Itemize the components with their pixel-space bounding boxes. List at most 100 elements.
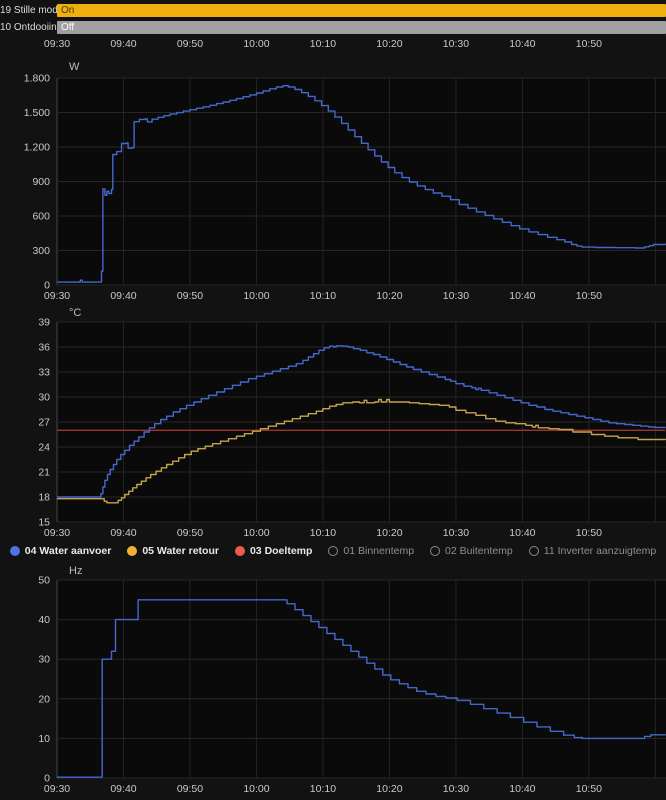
- time-tick-label: 10:20: [376, 38, 403, 50]
- time-tick-label: 09:50: [176, 38, 204, 50]
- x-tick-label: 09:40: [110, 290, 136, 302]
- legend-item-02-buitentemp[interactable]: 02 Buitentemp: [430, 545, 513, 557]
- x-tick-label: 09:30: [44, 527, 70, 539]
- y-tick-label: 33: [38, 367, 50, 379]
- x-tick-label: 10:30: [443, 527, 469, 539]
- y-tick-label: 600: [32, 211, 50, 223]
- time-tick-label: 10:10: [309, 38, 337, 50]
- y-tick-label: 15: [38, 517, 50, 529]
- series-water-aanvoer: [57, 345, 666, 498]
- series-frequency: [57, 599, 666, 778]
- x-tick-label: 10:10: [310, 290, 336, 302]
- legend-label: 11 Inverter aanzuigtemp: [543, 545, 657, 557]
- legend-label: 02 Buitentemp: [445, 545, 513, 557]
- x-tick-label: 09:50: [177, 783, 203, 795]
- y-tick-label: 1.500: [24, 107, 50, 119]
- x-tick-label: 09:50: [177, 290, 203, 302]
- time-tick-label: 10:50: [575, 38, 603, 50]
- x-tick-label: 10:00: [243, 527, 269, 539]
- x-tick-label: 10:10: [310, 527, 336, 539]
- y-tick-label: 27: [38, 417, 50, 429]
- chart-legend: 04 Water aanvoer 05 Water retour 03 Doelte…: [0, 540, 666, 562]
- series-dot-icon: [9, 546, 20, 556]
- series-dot-icon: [234, 546, 245, 556]
- x-tick-label: 09:40: [110, 783, 136, 795]
- x-tick-label: 10:50: [576, 527, 602, 539]
- status-bar-stille-mode[interactable]: On: [57, 4, 666, 17]
- y-tick-label: 10: [38, 733, 50, 745]
- y-tick-label: 36: [38, 342, 50, 354]
- x-tick-label: 10:30: [443, 290, 469, 302]
- y-tick-label: 21: [38, 467, 50, 479]
- legend-item-04-water-aanvoer[interactable]: 04 Water aanvoer: [9, 545, 112, 557]
- x-tick-label: 10:50: [576, 290, 602, 302]
- x-tick-label: 09:30: [44, 290, 70, 302]
- time-tick-label: 10:00: [243, 38, 270, 50]
- x-tick-label: 10:20: [376, 290, 402, 302]
- series-power: [57, 85, 666, 283]
- time-tick-label: 09:40: [110, 38, 137, 50]
- series-water-retour: [57, 398, 666, 504]
- series-hollow-dot-icon: [328, 546, 339, 556]
- y-tick-label: 30: [38, 392, 50, 404]
- time-tick-label: 09:30: [43, 38, 71, 50]
- axis-unit-label: Hz: [69, 565, 82, 577]
- y-tick-label: 18: [38, 492, 50, 504]
- x-tick-label: 10:40: [509, 783, 535, 795]
- legend-item-03-doeltemp[interactable]: 03 Doeltemp: [234, 545, 313, 557]
- legend-label: 05 Water retour: [142, 545, 219, 557]
- legend-item-01-binnentemp[interactable]: 01 Binnentemp: [328, 545, 414, 557]
- time-tick-label: 10:30: [442, 38, 470, 50]
- y-tick-label: 300: [32, 245, 50, 257]
- frequency-chart[interactable]: 50 40 30 20 10 0 09:30 09:40 09:50 10:00 10:10 10:2…: [0, 562, 666, 800]
- y-tick-label: 30: [38, 654, 50, 666]
- status-row-stille-mode: 19 Stille mode On: [0, 4, 666, 17]
- series-dot-icon: [127, 546, 138, 556]
- x-tick-label: 10:40: [509, 290, 535, 302]
- x-tick-label: 10:30: [443, 783, 469, 795]
- x-tick-label: 10:20: [376, 783, 402, 795]
- status-state-ontdooiing: Off: [61, 22, 75, 33]
- legend-item-05-water-retour[interactable]: 05 Water retour: [127, 545, 219, 557]
- x-tick-label: 10:40: [509, 527, 535, 539]
- status-label-stille-mode: 19 Stille mode: [0, 5, 64, 16]
- x-tick-label: 10:00: [243, 290, 269, 302]
- status-bar-ontdooiing[interactable]: Off: [57, 21, 666, 34]
- power-chart-canvas[interactable]: 1.800 1.500 1.200 900 600 300 009:30 09:40 09:50…: [0, 58, 666, 304]
- legend-label: 04 Water aanvoer: [24, 545, 112, 557]
- x-tick-label: 09:40: [110, 527, 136, 539]
- y-tick-label: 40: [38, 614, 50, 626]
- y-tick-label: 24: [38, 442, 50, 454]
- x-tick-label: 10:50: [576, 783, 602, 795]
- status-label-ontdooiing: 10 Ontdooiing: [0, 22, 63, 33]
- power-chart[interactable]: 1.800 1.500 1.200 900 600 300 0 09:30 09:40 09:50…: [0, 58, 666, 304]
- y-tick-label: 900: [32, 176, 50, 188]
- series-hollow-dot-icon: [430, 546, 441, 556]
- y-tick-label: 39: [38, 317, 50, 329]
- plot-background: [57, 580, 666, 778]
- x-tick-label: 10:00: [243, 783, 269, 795]
- time-tick-label: 10:40: [509, 38, 536, 50]
- axis-unit-label: W: [69, 61, 80, 73]
- y-tick-label: 50: [38, 575, 50, 587]
- x-tick-label: 10:20: [376, 527, 402, 539]
- axis-unit-label: °C: [69, 307, 81, 319]
- status-state-stille-mode: On: [61, 5, 75, 16]
- legend-label: 01 Binnentemp: [343, 545, 415, 557]
- x-tick-label: 10:10: [310, 783, 336, 795]
- temperature-chart[interactable]: 39 36 33 30 27 24 21 18 15 09:30 09:40 09:50 10:00 10…: [0, 304, 666, 540]
- y-tick-label: 20: [38, 693, 50, 705]
- status-row-ontdooiing: 10 Ontdooiing Off: [0, 21, 666, 34]
- legend-label: 03 Doeltemp: [249, 545, 313, 557]
- y-tick-label: 1.800: [24, 73, 50, 85]
- y-tick-label: 0: [44, 280, 50, 292]
- legend-item-11-inverter-aanzuigtemp[interactable]: 11 Inverter aanzuigtemp: [528, 545, 657, 557]
- series-hollow-dot-icon: [528, 546, 539, 556]
- y-tick-label: 1.200: [24, 142, 50, 154]
- x-tick-label: 09:30: [44, 783, 70, 795]
- top-time-axis: 09:30 09:40 09:50 10:00 10:10 10:20 10:30 10:40…: [0, 38, 666, 54]
- frequency-chart-canvas[interactable]: 50 40 30 20 10 009:30 09:40 09:50 10:00 10:10 10:2…: [0, 562, 666, 800]
- y-tick-label: 0: [44, 773, 50, 785]
